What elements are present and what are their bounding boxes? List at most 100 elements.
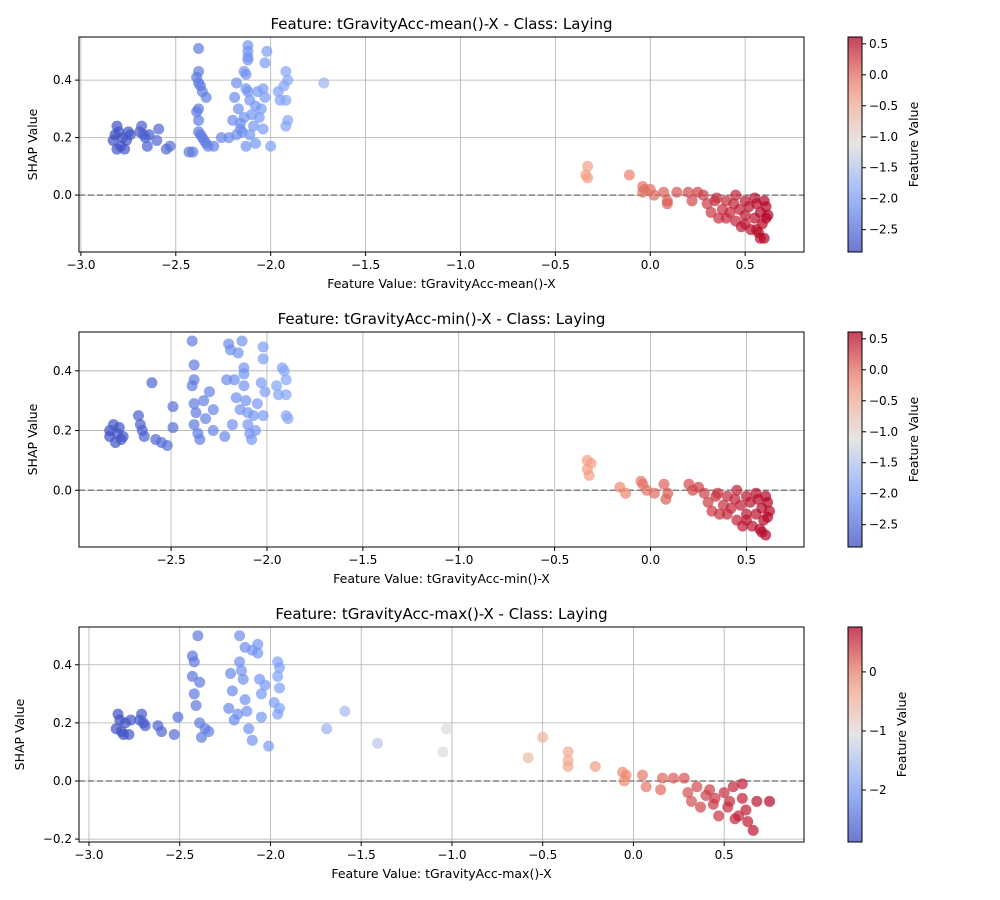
data-point: [658, 186, 670, 198]
data-point: [219, 431, 231, 443]
data-point: [188, 359, 200, 371]
data-point: [146, 377, 158, 389]
x-tick-label: −1.0: [437, 848, 466, 862]
data-point: [193, 114, 205, 126]
data-point: [735, 499, 747, 511]
data-point: [751, 224, 763, 236]
data-point: [113, 422, 125, 434]
data-point: [242, 54, 254, 66]
data-point: [194, 434, 206, 445]
data-point: [742, 816, 754, 828]
data-point: [282, 74, 294, 86]
data-point: [238, 368, 250, 380]
y-axis-label: SHAP Value: [12, 698, 27, 770]
data-point: [713, 810, 725, 822]
x-tick-label: −1.5: [351, 258, 380, 272]
data-point: [194, 676, 206, 688]
x-tick-label: −2.5: [165, 848, 194, 862]
data-point: [246, 734, 258, 746]
data-point: [188, 656, 200, 668]
y-tick-label: 0.4: [53, 364, 72, 378]
axes-frame: [78, 36, 805, 253]
data-point: [261, 45, 273, 57]
data-point: [259, 91, 271, 103]
y-tick-label: 0.0: [53, 483, 72, 497]
x-axis-label: Feature Value: tGravityAcc-max()-X: [331, 866, 552, 881]
colorbar-tick-label: −2.0: [869, 487, 898, 501]
x-tick-label: −0.5: [540, 553, 569, 567]
data-point: [739, 209, 751, 221]
data-point: [589, 760, 601, 772]
chart-title: Feature: tGravityAcc-mean()-X - Class: L…: [270, 15, 612, 33]
x-tick-label: −3.0: [66, 258, 95, 272]
data-point: [764, 795, 776, 807]
data-point: [437, 746, 449, 758]
colorbar-tick-label: 0.0: [869, 363, 888, 377]
subplot-2: −2.5 −2.0 −1.5 −1.0 −0.5 0.0 0.5 0.0 0.2 0.4 Featu…: [25, 310, 921, 586]
data-point: [237, 673, 249, 685]
data-point: [655, 784, 667, 796]
data-point: [682, 787, 694, 799]
data-point: [172, 711, 184, 723]
data-point: [648, 189, 660, 201]
data-point: [221, 374, 233, 386]
data-point: [562, 746, 574, 758]
y-tick-label: 0.0: [53, 774, 72, 788]
colorbar-tick-label: −2: [869, 783, 887, 797]
data-point: [136, 708, 148, 720]
data-point: [234, 404, 246, 416]
data-point: [762, 209, 774, 221]
data-point: [232, 347, 244, 359]
x-tick-label: −2.0: [252, 553, 281, 567]
data-point: [583, 469, 595, 481]
data-point: [756, 526, 768, 538]
data-point: [265, 140, 277, 152]
data-point: [208, 140, 220, 152]
x-tick-label: 0.5: [715, 848, 734, 862]
data-point: [648, 487, 660, 499]
data-point: [223, 702, 235, 714]
x-tick-label: −0.5: [528, 848, 557, 862]
data-point: [259, 57, 271, 69]
data-point: [257, 123, 269, 135]
data-point: [760, 490, 772, 502]
data-point: [188, 398, 200, 410]
data-point: [272, 670, 284, 682]
data-point: [119, 143, 131, 155]
data-point: [250, 137, 262, 149]
axes-frame: [78, 626, 805, 843]
data-point: [161, 439, 173, 451]
data-point: [168, 729, 180, 740]
data-point: [562, 760, 574, 772]
data-point: [231, 77, 243, 89]
data-point: [259, 679, 271, 691]
data-point: [246, 434, 258, 445]
colorbar: [847, 626, 863, 843]
data-point: [225, 667, 237, 679]
data-point: [230, 392, 242, 404]
data-point: [733, 810, 745, 822]
data-point: [662, 487, 674, 499]
data-point: [709, 792, 721, 804]
data-point: [339, 705, 351, 717]
x-axis-label: Feature Value: tGravityAcc-min()-X: [333, 571, 550, 586]
data-point: [156, 726, 168, 738]
colorbar-tick-label: 0.5: [869, 37, 888, 51]
data-point: [190, 407, 202, 419]
data-point: [754, 232, 766, 244]
x-tick-label: −2.0: [256, 258, 285, 272]
x-tick-label: 0.0: [641, 553, 660, 567]
data-point: [522, 752, 534, 764]
data-point: [253, 111, 265, 123]
data-point: [226, 685, 238, 697]
y-tick-label: 0.2: [53, 131, 72, 145]
data-point: [730, 189, 742, 201]
colorbar-tick-label: −1.5: [869, 161, 898, 175]
data-point: [229, 91, 241, 103]
data-point: [232, 708, 244, 720]
data-point: [234, 656, 246, 668]
data-point: [249, 425, 261, 437]
colorbar-tick-label: −1.0: [869, 425, 898, 439]
data-point: [257, 353, 269, 365]
